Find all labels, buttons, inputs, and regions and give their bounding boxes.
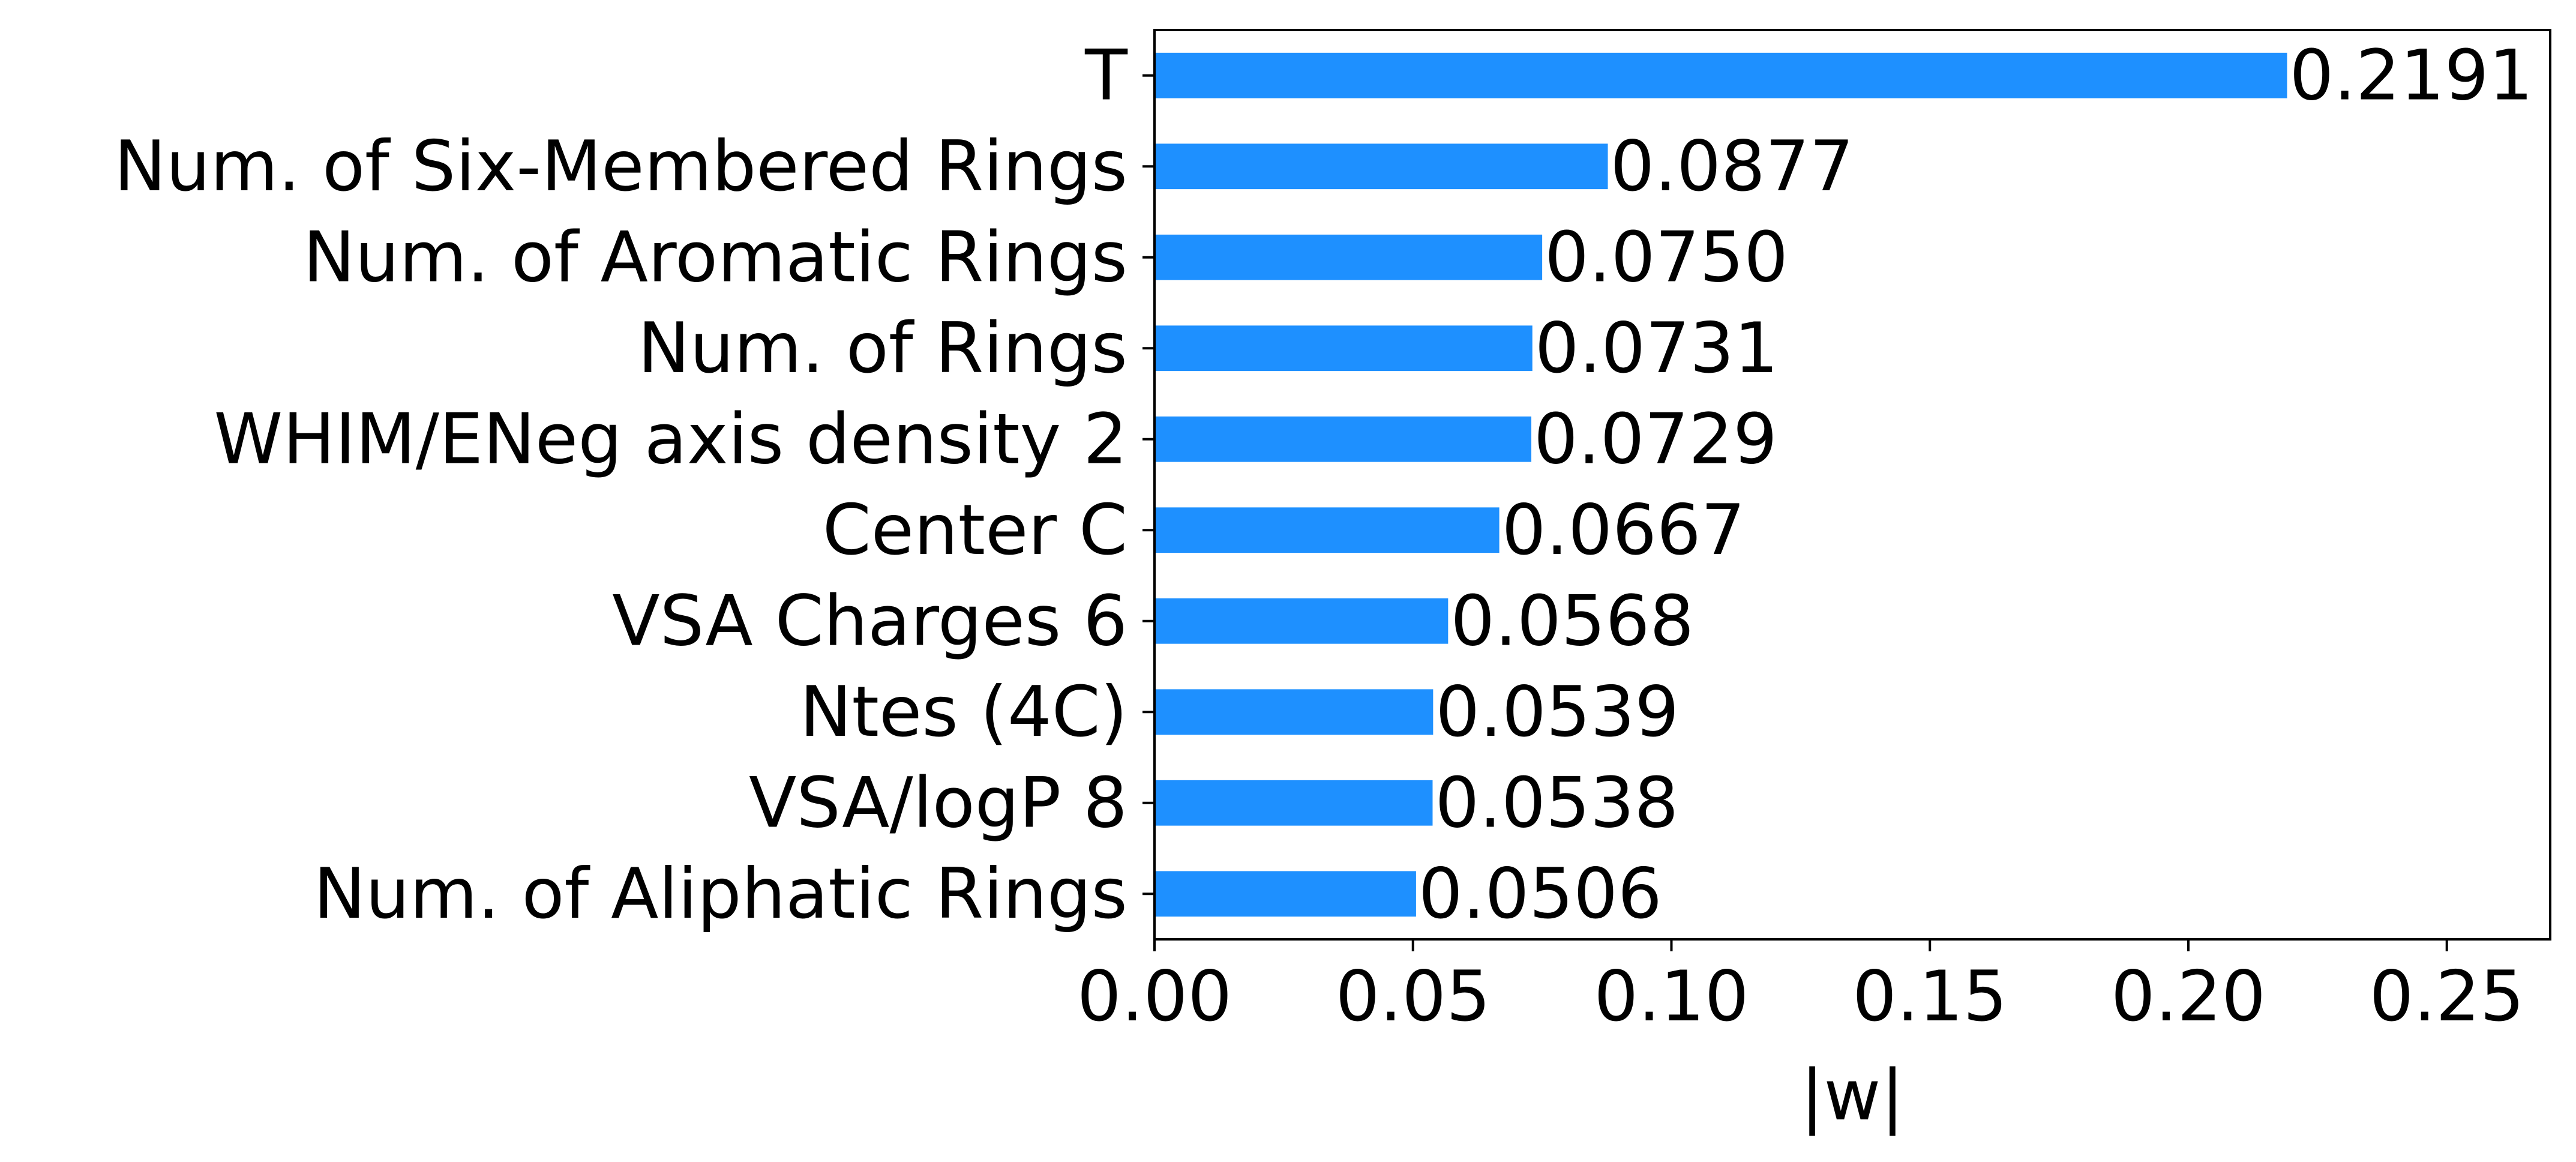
y-axis: T Num. of Six-Membered Rings Num. of Aroma… <box>114 35 1154 935</box>
x-tick-label: 0.20 <box>2111 956 2266 1037</box>
bars-layer <box>1154 52 2287 917</box>
bar <box>1154 325 1533 372</box>
data-label: 0.0568 <box>1450 580 1694 661</box>
data-label: 0.0538 <box>1435 762 1678 843</box>
bar <box>1154 416 1532 462</box>
plot-area-frame <box>1153 29 2551 941</box>
data-label: 0.0506 <box>1419 853 1662 935</box>
data-label: 0.0667 <box>1502 490 1746 571</box>
x-tick-label: 0.05 <box>1336 956 1491 1037</box>
x-axis: 0.00 0.05 0.10 0.15 0.20 0.25 <box>1077 939 2524 1037</box>
data-labels-layer: 0.2191 0.0877 0.0750 0.0731 0.0729 0.0667 0.05… <box>1419 35 2533 935</box>
bar <box>1154 143 1608 190</box>
y-tick-label: Num. of Six-Membered Rings <box>114 126 1127 207</box>
y-tick-label: Num. of Rings <box>638 308 1127 389</box>
y-tick-label: WHIM/ENeg axis density 2 <box>214 399 1128 480</box>
bar <box>1154 598 1449 644</box>
x-tick-label: 0.00 <box>1077 956 1232 1037</box>
bar <box>1154 507 1500 553</box>
y-tick-label: VSA Charges 6 <box>612 580 1127 661</box>
y-tick-label: Ntes (4C) <box>800 672 1127 753</box>
data-label: 0.0731 <box>1535 308 1779 389</box>
data-label: 0.0729 <box>1534 399 1777 480</box>
data-label: 0.0539 <box>1435 672 1679 753</box>
bar <box>1154 780 1433 826</box>
x-tick-label: 0.25 <box>2370 956 2524 1037</box>
x-tick-label: 0.10 <box>1594 956 1749 1037</box>
x-axis-label: |w| <box>1800 1055 1904 1136</box>
data-label: 0.0750 <box>1545 217 1788 298</box>
y-tick-label: VSA/logP 8 <box>749 762 1127 843</box>
y-tick-label: Num. of Aliphatic Rings <box>313 853 1127 935</box>
y-tick-label: T <box>1084 35 1128 116</box>
bar <box>1154 52 2287 98</box>
data-label: 0.2191 <box>2290 35 2533 116</box>
y-tick-label: Center C <box>823 490 1127 571</box>
y-tick-label: Num. of Aromatic Rings <box>303 217 1127 298</box>
x-tick-label: 0.15 <box>1852 956 2007 1037</box>
bar <box>1154 871 1416 917</box>
bar <box>1154 689 1434 735</box>
data-label: 0.0877 <box>1611 126 1854 207</box>
bar <box>1154 234 1543 280</box>
